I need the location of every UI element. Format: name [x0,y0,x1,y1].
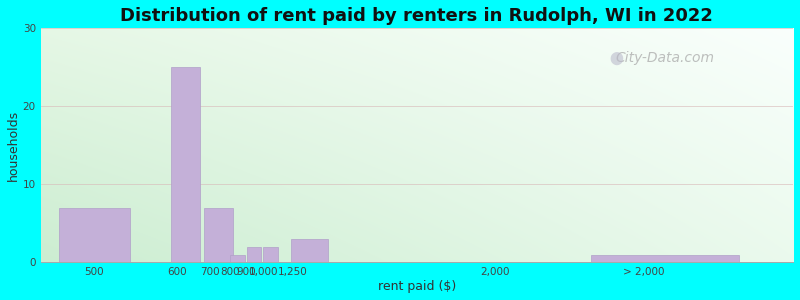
Bar [291,239,328,262]
Bar [171,67,200,262]
Text: City-Data.com: City-Data.com [616,51,714,65]
Bar [204,208,233,262]
Bar [590,255,739,262]
Text: ⬤: ⬤ [610,52,623,65]
X-axis label: rent paid ($): rent paid ($) [378,280,456,293]
Title: Distribution of rent paid by renters in Rudolph, WI in 2022: Distribution of rent paid by renters in … [121,7,714,25]
Bar [246,247,262,262]
Bar [230,255,245,262]
Y-axis label: households: households [7,110,20,181]
Bar [263,247,278,262]
Bar [59,208,130,262]
